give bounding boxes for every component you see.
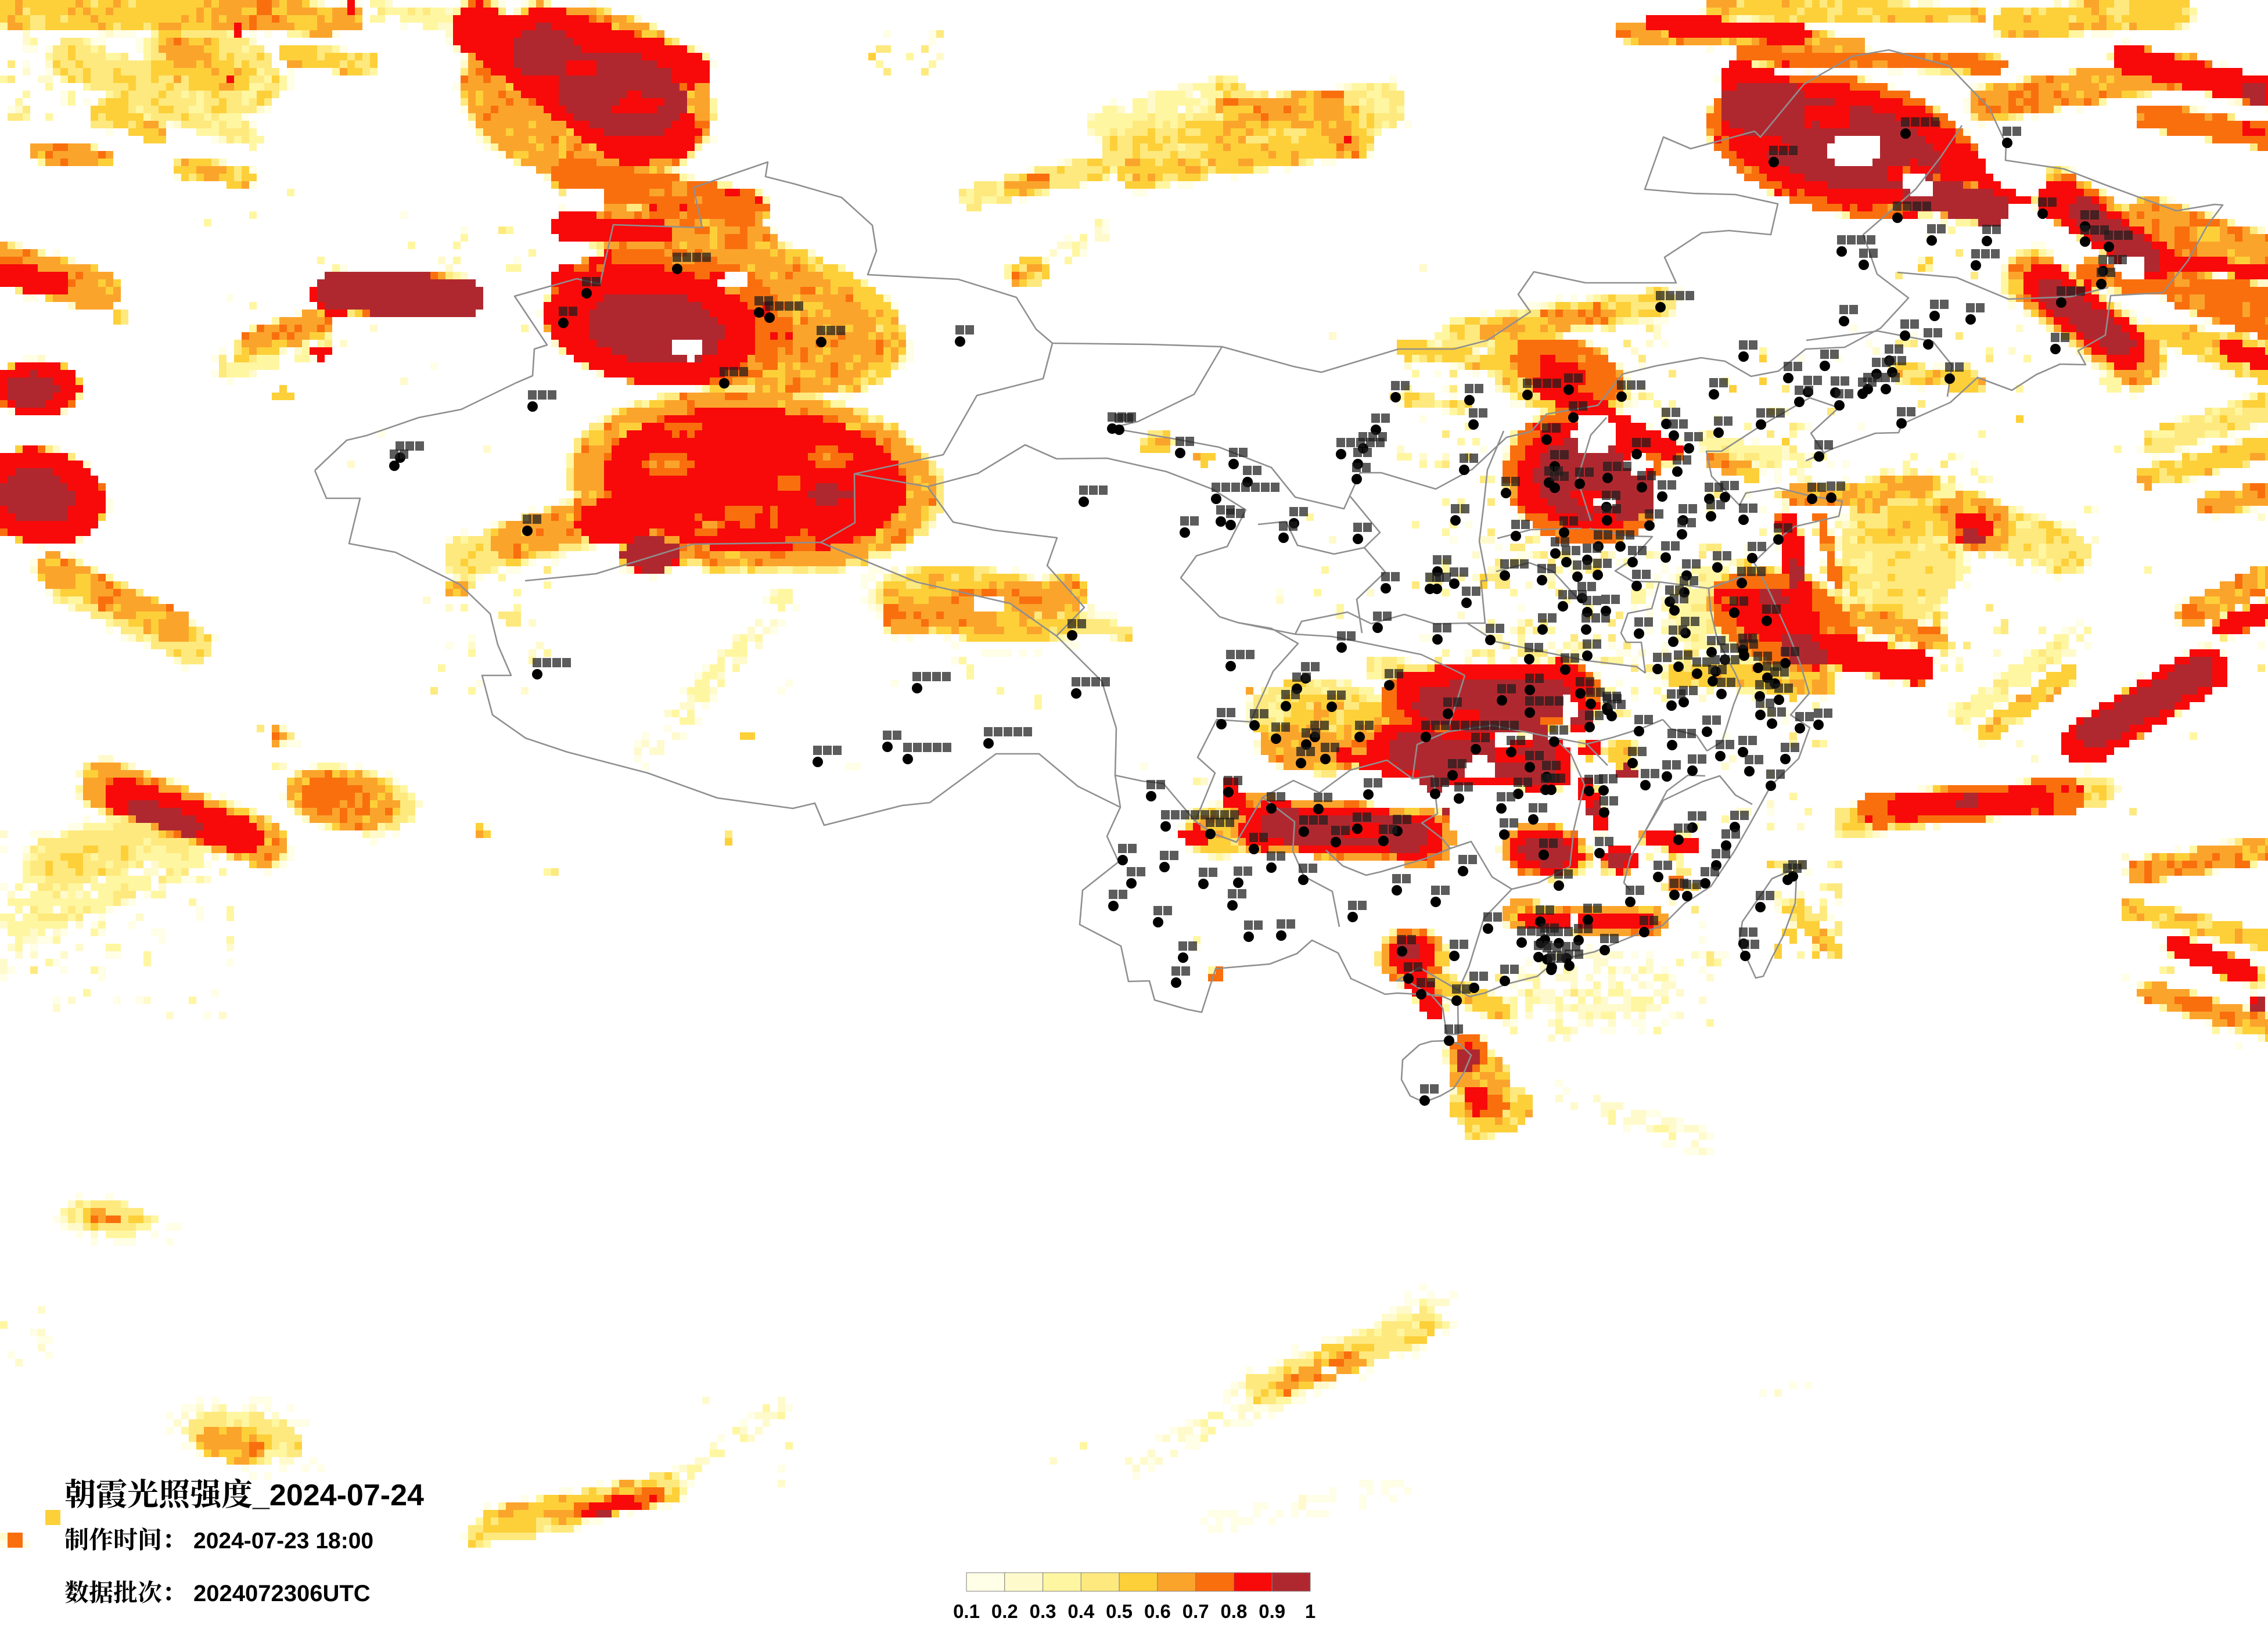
svg-text:0.5: 0.5 [1106, 1601, 1133, 1622]
svg-text:1: 1 [1305, 1601, 1315, 1622]
svg-text:0.9: 0.9 [1259, 1601, 1285, 1622]
svg-text:0.2: 0.2 [991, 1601, 1018, 1622]
svg-text:0.1: 0.1 [953, 1601, 980, 1622]
svg-text:0.6: 0.6 [1144, 1601, 1171, 1622]
svg-text:_2024-07-24: _2024-07-24 [252, 1479, 424, 1512]
svg-text:2024-07-23 18:00: 2024-07-23 18:00 [193, 1529, 373, 1554]
svg-text:2024072306UTC: 2024072306UTC [193, 1581, 371, 1606]
svg-text:0.4: 0.4 [1067, 1601, 1095, 1622]
svg-text:0.7: 0.7 [1182, 1601, 1209, 1622]
svg-text:0.3: 0.3 [1030, 1601, 1056, 1622]
svg-text:0.8: 0.8 [1220, 1601, 1247, 1622]
